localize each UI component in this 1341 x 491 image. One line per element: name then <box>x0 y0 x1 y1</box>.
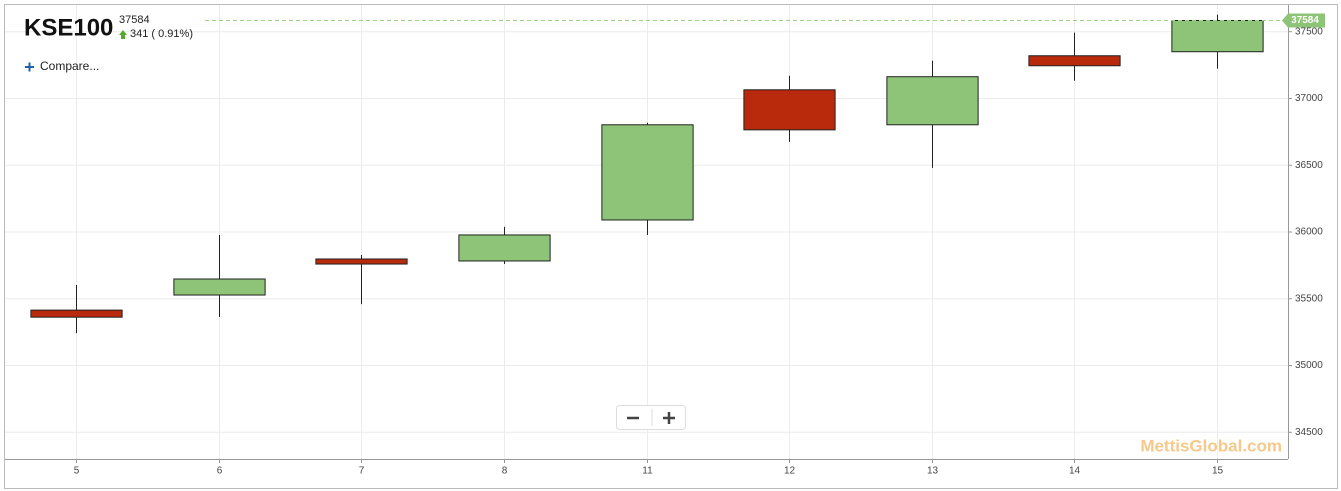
x-tick-label: 11 <box>642 466 653 477</box>
candle-body <box>743 89 836 131</box>
x-tick-label: 12 <box>784 466 796 477</box>
y-tick-label: 35000 <box>1295 360 1323 371</box>
change: 341 ( 0.91%) <box>130 28 193 40</box>
candle-body <box>1028 55 1121 67</box>
candle-body <box>315 258 408 265</box>
plus-icon <box>25 62 34 72</box>
compare-button[interactable]: Compare... <box>25 59 99 73</box>
zoom-in[interactable] <box>663 412 675 424</box>
x-tick-label: 5 <box>74 466 80 477</box>
zoom-box <box>616 405 686 430</box>
zoom-controls <box>616 405 686 430</box>
symbol: KSE100 <box>24 14 113 41</box>
candle-body <box>30 309 123 318</box>
candle-body <box>173 278 266 296</box>
x-tick-label: 6 <box>217 466 223 477</box>
x-tick-label: 7 <box>359 466 365 477</box>
x-tick-label: 15 <box>1212 466 1224 477</box>
candle-body <box>601 124 694 221</box>
y-tick-label: 34500 <box>1295 427 1323 438</box>
y-tick-label: 37500 <box>1295 26 1323 37</box>
last-price-tag <box>1282 13 1325 28</box>
compare-label[interactable]: Compare... <box>40 59 99 73</box>
y-tick-label: 36500 <box>1295 160 1323 171</box>
x-tick-label: 13 <box>927 466 939 477</box>
y-tick-label: 35500 <box>1295 293 1323 304</box>
candle-body <box>458 234 551 262</box>
y-tick-label: 37000 <box>1295 93 1323 104</box>
x-tick-label: 14 <box>1069 466 1081 477</box>
candle-body <box>1171 19 1264 53</box>
last-price-label: 37584 <box>1291 15 1319 26</box>
candle-body <box>886 76 979 126</box>
watermark: MettisGlobal.com <box>1140 436 1282 455</box>
y-tick-label: 36000 <box>1295 227 1323 238</box>
up-arrow <box>119 30 127 39</box>
x-tick-label: 8 <box>502 466 508 477</box>
price: 37584 <box>119 14 150 26</box>
